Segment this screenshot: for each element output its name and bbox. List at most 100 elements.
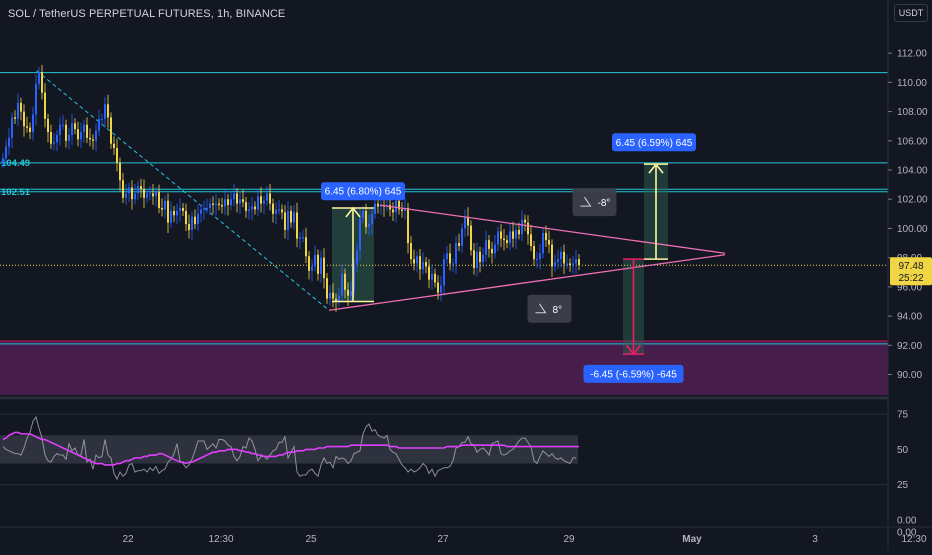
currency-button[interactable]: USDT [894, 4, 928, 22]
candle [335, 298, 337, 302]
candle [158, 191, 160, 209]
time-tick-label: 3 [812, 534, 818, 545]
candle [140, 186, 142, 190]
candle [302, 237, 304, 239]
time-tick-label: 25 [305, 534, 317, 545]
candle [38, 72, 40, 84]
candle [176, 210, 178, 216]
angle-label-lower: 8° [553, 305, 563, 316]
candle [491, 248, 493, 254]
candle [512, 231, 514, 239]
candle [464, 216, 466, 229]
candle [95, 130, 97, 141]
candle [149, 193, 151, 195]
candle [455, 243, 457, 264]
candle [536, 259, 538, 261]
bar-countdown-label: 25:22 [898, 273, 923, 284]
candle [164, 200, 166, 210]
candle [68, 134, 70, 141]
measure-label-down-bg [583, 364, 684, 383]
candle [323, 257, 325, 279]
candle [578, 259, 580, 265]
candle [5, 146, 7, 159]
candle [263, 200, 265, 204]
candle [83, 124, 85, 133]
candle [509, 231, 511, 244]
candle [539, 253, 541, 260]
support-zone [0, 340, 888, 395]
price-tick-label: 112.00 [897, 49, 927, 60]
candle [290, 210, 292, 223]
candle [8, 137, 10, 147]
candle [482, 254, 484, 263]
level-label: 102.51 [1, 187, 31, 198]
candle [353, 263, 355, 292]
candle [77, 129, 79, 140]
candle [359, 218, 361, 251]
candle [212, 203, 214, 206]
candle [314, 254, 316, 267]
candle [329, 292, 331, 299]
candle [185, 210, 187, 225]
candle [530, 234, 532, 246]
candle [44, 92, 46, 119]
candle [560, 251, 562, 260]
candle [461, 228, 463, 246]
candle [107, 104, 109, 118]
candle [308, 256, 310, 271]
time-tick-label: 29 [563, 534, 575, 545]
candle [200, 209, 202, 214]
candle [347, 289, 349, 296]
candle [473, 250, 475, 268]
candle [20, 102, 22, 112]
candle [62, 124, 64, 126]
candle [575, 259, 577, 264]
candle [572, 263, 574, 265]
candle [467, 216, 469, 226]
price-tick-label: 94.00 [897, 312, 922, 323]
angle-icon [535, 303, 547, 314]
candle [197, 213, 199, 225]
candle [440, 285, 442, 293]
candle [428, 266, 430, 280]
candle [365, 210, 367, 227]
candle [65, 124, 67, 141]
candle [305, 237, 307, 257]
candle [287, 210, 289, 230]
candle [494, 244, 496, 254]
time-tick-label: 27 [437, 534, 449, 545]
candle [518, 229, 520, 235]
candle [281, 209, 283, 213]
candle [56, 134, 58, 143]
candle [551, 244, 553, 267]
candle [569, 263, 571, 265]
candle [485, 240, 487, 255]
candle [122, 180, 124, 198]
candle [260, 196, 262, 204]
candle [191, 216, 193, 230]
price-tick-label: 90.00 [897, 370, 922, 381]
candle [437, 282, 439, 293]
candle [74, 123, 76, 130]
candle [434, 273, 436, 283]
candle [233, 193, 235, 200]
candle [128, 187, 130, 194]
candle [497, 231, 499, 245]
candle [299, 237, 301, 239]
price-tick-label: 110.00 [897, 78, 927, 89]
candle [533, 245, 535, 260]
angle-label-upper: -8° [598, 198, 611, 209]
rsi-tick-label: 50 [897, 445, 909, 456]
price-tick-label: 106.00 [897, 136, 928, 147]
candle [392, 209, 394, 213]
candle [395, 200, 397, 213]
candle [41, 72, 43, 93]
candle [422, 262, 424, 270]
candle [407, 208, 409, 244]
measure-label-past: 6.45 (6.80%) 645 [325, 187, 402, 198]
price-tick-label: 108.00 [897, 107, 928, 118]
candle [11, 117, 13, 138]
candle [431, 273, 433, 280]
candle [254, 206, 256, 210]
